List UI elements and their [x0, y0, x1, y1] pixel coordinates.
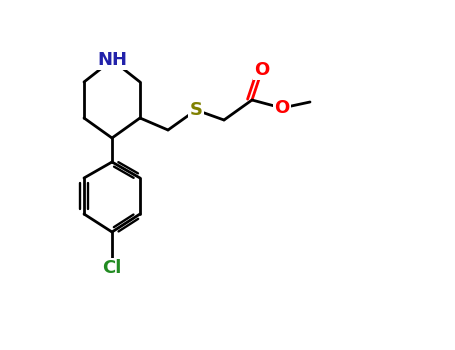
- Text: NH: NH: [97, 51, 127, 69]
- Text: S: S: [189, 101, 202, 119]
- Text: O: O: [274, 99, 290, 117]
- Text: O: O: [254, 61, 270, 79]
- Text: Cl: Cl: [102, 259, 121, 277]
